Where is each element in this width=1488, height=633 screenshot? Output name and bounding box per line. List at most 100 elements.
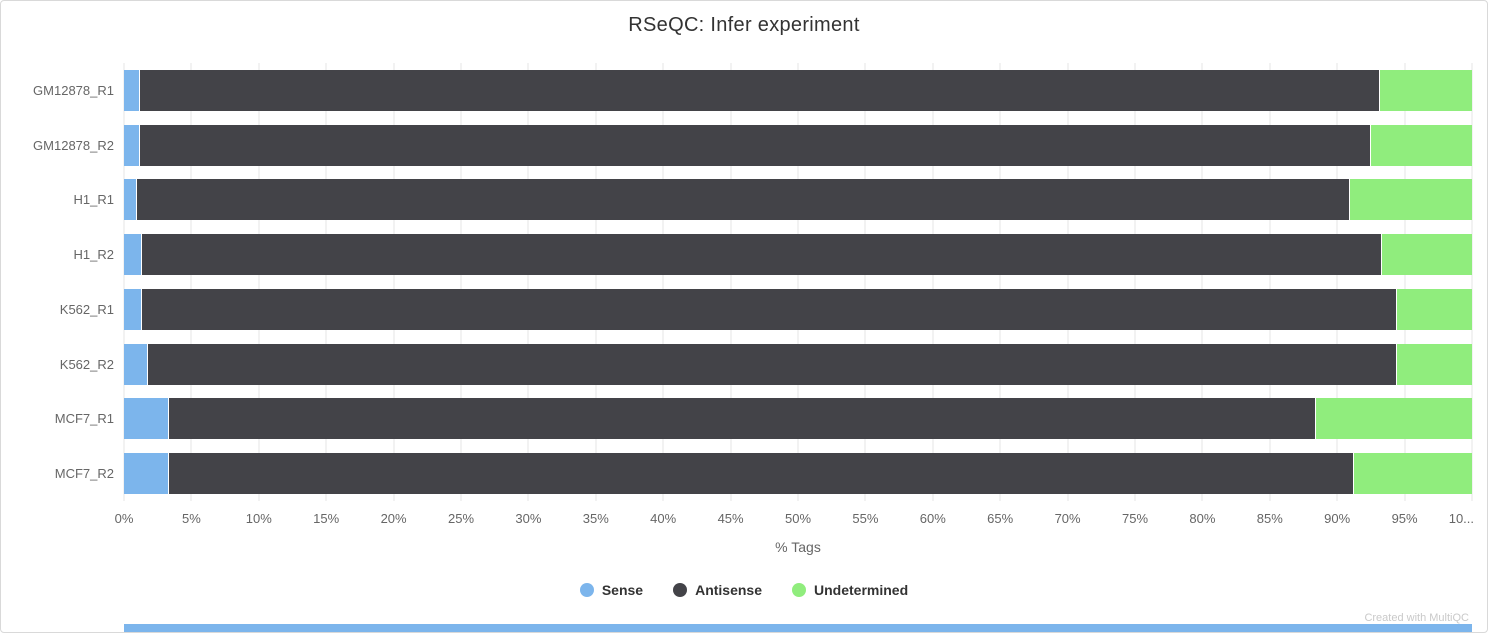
- gridline: [797, 63, 799, 501]
- bar-track: [124, 398, 1472, 440]
- stacked-bar: [124, 179, 1472, 221]
- bar-row: K562_R2: [11, 337, 1472, 392]
- bar-segment-antisense[interactable]: [136, 179, 1349, 221]
- bar-segment-sense[interactable]: [124, 453, 169, 495]
- x-tick-label: 45%: [717, 511, 744, 526]
- gridline: [1471, 63, 1473, 501]
- legend-item-antisense[interactable]: Antisense: [673, 582, 762, 598]
- bar-segment-antisense[interactable]: [146, 343, 1396, 385]
- bar-segment-antisense[interactable]: [138, 124, 1371, 166]
- bar-track: [124, 288, 1472, 330]
- legend-item-undetermined[interactable]: Undetermined: [792, 582, 908, 598]
- bar-segment-sense[interactable]: [124, 124, 139, 166]
- chart-title: RSeQC: Infer experiment: [628, 14, 860, 36]
- bar-segment-undetermined[interactable]: [1395, 288, 1472, 330]
- gridlines: [123, 63, 1473, 501]
- legend-item-sense[interactable]: Sense: [579, 582, 644, 598]
- gridline: [662, 63, 664, 501]
- gridline: [527, 63, 529, 501]
- x-axis-title: % Tags: [775, 539, 821, 555]
- gridline: [258, 63, 260, 501]
- x-tick-label: 10%: [245, 511, 272, 526]
- gridline: [1067, 63, 1069, 501]
- gridline: [932, 63, 934, 501]
- x-tick-label: 95%: [1391, 511, 1418, 526]
- bar-segment-antisense[interactable]: [168, 398, 1315, 440]
- category-label: K562_R1: [59, 301, 114, 317]
- bar-segment-antisense[interactable]: [141, 234, 1381, 276]
- bar-track: [124, 343, 1472, 385]
- next-plot-bar-sliver: [124, 624, 1472, 632]
- bar-track: [124, 69, 1472, 111]
- bar-row: H1_R2: [11, 227, 1472, 282]
- multiqc-credit: Created with MultiQC: [1364, 612, 1469, 624]
- category-label: GM12878_R1: [33, 82, 114, 98]
- legend-label: Undetermined: [814, 582, 909, 598]
- x-tick-label: 85%: [1256, 511, 1283, 526]
- bar-track: [124, 234, 1472, 276]
- legend-marker-icon: [673, 583, 688, 597]
- x-tick-label: 5%: [181, 511, 201, 526]
- bar-segment-sense[interactable]: [124, 69, 139, 111]
- stacked-bar: [124, 288, 1472, 330]
- bar-row: GM12878_R1: [11, 63, 1472, 118]
- x-tick-label: 20%: [380, 511, 407, 526]
- plot-area: GM12878_R1 GM12878_R2 H1_R1 H1_R2 K562_R1 K56…: [11, 63, 1473, 501]
- bar-segment-antisense[interactable]: [141, 288, 1396, 330]
- legend: Sense Antisense Undetermined: [1, 582, 1487, 598]
- gridline: [1336, 63, 1338, 501]
- bar-segment-antisense[interactable]: [138, 69, 1380, 111]
- gridline: [460, 63, 462, 501]
- legend-label: Antisense: [695, 582, 763, 598]
- category-label: H1_R1: [73, 192, 114, 208]
- gridline: [393, 63, 395, 501]
- bar-segment-undetermined[interactable]: [1370, 124, 1472, 166]
- x-tick-label: 60%: [919, 511, 946, 526]
- gridline: [1134, 63, 1136, 501]
- stacked-bar: [124, 398, 1472, 440]
- bar-segment-undetermined[interactable]: [1379, 69, 1472, 111]
- bar-segment-undetermined[interactable]: [1352, 453, 1472, 495]
- bar-row: K562_R1: [11, 282, 1472, 337]
- gridline: [730, 63, 732, 501]
- gridline: [325, 63, 327, 501]
- category-label: MCF7_R1: [54, 411, 114, 427]
- bar-segment-sense[interactable]: [124, 179, 137, 221]
- bar-rows: GM12878_R1 GM12878_R2 H1_R1 H1_R2 K562_R1 K56…: [11, 63, 1472, 501]
- category-label: GM12878_R2: [33, 137, 114, 153]
- x-tick-label: 30%: [515, 511, 542, 526]
- bar-segment-sense[interactable]: [124, 398, 169, 440]
- x-tick-label: 35%: [582, 511, 609, 526]
- bar-row: MCF7_R1: [11, 392, 1472, 447]
- stacked-bar: [124, 124, 1472, 166]
- bar-segment-antisense[interactable]: [168, 453, 1353, 495]
- bar-segment-sense[interactable]: [124, 234, 142, 276]
- bar-segment-undetermined[interactable]: [1380, 234, 1472, 276]
- x-tick-label: 75%: [1121, 511, 1149, 526]
- bar-row: MCF7_R2: [11, 446, 1472, 501]
- bar-track: [124, 124, 1472, 166]
- gridline: [595, 63, 597, 501]
- bar-segment-undetermined[interactable]: [1314, 398, 1472, 440]
- stacked-bar: [124, 234, 1472, 276]
- bar-segment-sense[interactable]: [124, 343, 147, 385]
- category-label: MCF7_R2: [54, 466, 114, 482]
- x-tick-label: 90%: [1324, 511, 1351, 526]
- gridline: [999, 63, 1001, 501]
- x-axis: 0% 5% 10% 15% 20% 25% 30% 35% 40% 45% 50% 55% 60% 65%…: [115, 511, 1475, 529]
- legend-marker-icon: [579, 583, 594, 597]
- x-tick-label: 10...: [1448, 511, 1475, 526]
- x-tick-label: 80%: [1189, 511, 1216, 526]
- category-label: H1_R2: [73, 247, 114, 263]
- stacked-bar: [124, 343, 1472, 385]
- gridline: [1404, 63, 1406, 501]
- bar-segment-sense[interactable]: [124, 288, 142, 330]
- x-tick-label: 40%: [650, 511, 677, 526]
- bar-segment-undetermined[interactable]: [1395, 343, 1472, 385]
- stacked-bar: [124, 453, 1472, 495]
- legend-label: Sense: [601, 582, 644, 598]
- gridline: [864, 63, 866, 501]
- bar-segment-undetermined[interactable]: [1348, 179, 1472, 221]
- bar-row: GM12878_R2: [11, 118, 1472, 173]
